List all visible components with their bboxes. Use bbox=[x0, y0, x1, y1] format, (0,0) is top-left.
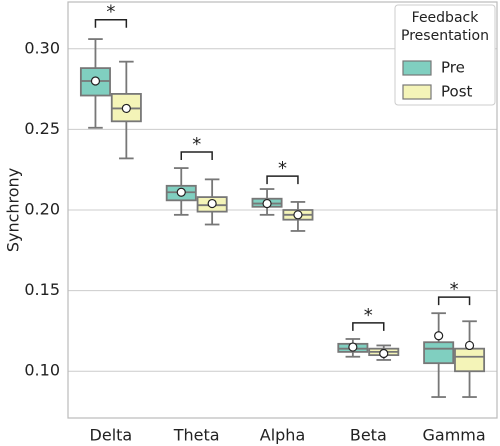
y-axis-label: Synchrony bbox=[4, 168, 23, 252]
mean bbox=[293, 210, 303, 220]
mean bbox=[348, 342, 358, 352]
significance-marker: * bbox=[450, 279, 459, 300]
plot-frame bbox=[67, 1, 498, 419]
legend-label: Post bbox=[441, 83, 473, 101]
mean bbox=[262, 198, 272, 209]
significance-bracket bbox=[437, 296, 471, 306]
mean bbox=[207, 198, 217, 209]
y-tick-label: 0.15 bbox=[24, 280, 60, 299]
significance-bracket bbox=[94, 18, 128, 28]
x-tick-label: Theta bbox=[173, 426, 220, 445]
mean bbox=[464, 340, 475, 351]
mean bbox=[176, 187, 186, 197]
mean bbox=[379, 348, 389, 359]
x-tick-label: Gamma bbox=[423, 426, 486, 445]
mean bbox=[90, 76, 101, 86]
y-tick-label: 0.20 bbox=[24, 200, 60, 219]
y-tick-label: 0.10 bbox=[24, 361, 60, 380]
significance-bracket bbox=[266, 175, 299, 185]
x-tick-label: Beta bbox=[350, 426, 387, 445]
y-tick-label: 0.25 bbox=[24, 119, 60, 138]
y-tick-label: 0.30 bbox=[24, 38, 60, 57]
x-tick-label: Alpha bbox=[260, 426, 306, 445]
box bbox=[454, 347, 486, 373]
legend-swatch bbox=[402, 84, 432, 100]
mean bbox=[434, 331, 444, 341]
mean bbox=[121, 103, 131, 114]
legend-box bbox=[394, 4, 496, 106]
significance-bracket bbox=[180, 151, 213, 160]
legend-swatch bbox=[402, 60, 432, 76]
significance-marker: * bbox=[364, 305, 373, 326]
significance-marker: * bbox=[106, 2, 115, 23]
x-tick-label: Delta bbox=[90, 426, 133, 445]
significance-marker: * bbox=[192, 134, 201, 155]
legend-title: Feedback Presentation bbox=[401, 10, 489, 44]
significance-marker: * bbox=[278, 158, 287, 179]
box bbox=[423, 341, 455, 365]
significance-bracket bbox=[352, 322, 385, 331]
legend-label: Pre bbox=[441, 59, 465, 77]
